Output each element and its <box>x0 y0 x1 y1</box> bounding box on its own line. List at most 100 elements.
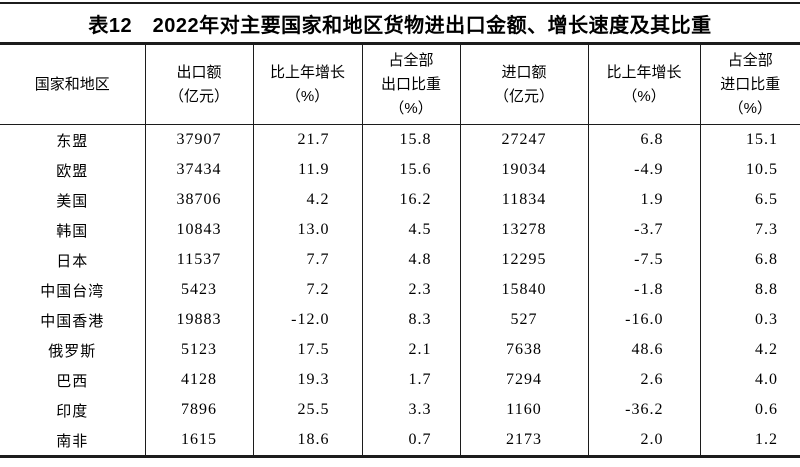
value-cell: 8.3 <box>361 305 460 335</box>
value-cell: 18.6 <box>252 425 362 457</box>
value-cell: 1.2 <box>699 425 800 457</box>
header-cell-line: 占全部 <box>727 51 773 69</box>
table-row: 日本 11537 7.7 4.8 12295 -7.5 6.8 <box>0 245 800 275</box>
value-cell: 16.2 <box>361 185 460 215</box>
region-cell: 中国台湾 <box>40 282 105 300</box>
header-cell: 占全部 出口比重 （%） <box>361 43 460 125</box>
value-cell: 6.8 <box>699 245 800 275</box>
region-cell: 美国 <box>56 192 89 210</box>
value-cell: 7294 <box>459 365 588 395</box>
value-cell: 19034 <box>459 155 588 185</box>
value-cell: 7.2 <box>252 275 362 305</box>
region-cell: 南非 <box>56 432 89 450</box>
header-cell-line: （%） <box>389 99 433 117</box>
value-cell: -36.2 <box>587 395 700 425</box>
value-cell: 4128 <box>144 365 253 395</box>
value-cell: 11537 <box>144 245 253 275</box>
value-cell: -3.7 <box>587 215 700 245</box>
value-cell: -7.5 <box>587 245 700 275</box>
value-cell: 4.2 <box>252 185 362 215</box>
value-cell: 25.5 <box>252 395 362 425</box>
table-row: 中国香港 19883 -12.0 8.3 527 -16.0 0.3 <box>0 305 800 335</box>
table-row: 巴西 4128 19.3 1.7 7294 2.6 4.0 <box>0 365 800 395</box>
import-export-table: 国家和地区 出口额 （亿元） 比上年增长 （%） 占全部 出口比重 （%） 进口额 （亿元） 比上年… <box>0 42 800 458</box>
table-row: 欧盟 37434 11.9 15.6 19034 -4.9 10.5 <box>0 155 800 185</box>
value-cell: 2.6 <box>587 365 700 395</box>
table-row: 东盟 37907 21.7 15.8 27247 6.8 15.1 <box>0 124 800 155</box>
value-cell: 527 <box>459 305 588 335</box>
value-cell: 11834 <box>459 185 588 215</box>
value-cell: 27247 <box>459 124 588 155</box>
value-cell: 21.7 <box>252 124 362 155</box>
header-cell-line: 出口额 <box>176 63 222 81</box>
value-cell: 7.3 <box>699 215 800 245</box>
region-cell: 俄罗斯 <box>48 342 97 360</box>
table-row: 韩国 10843 13.0 4.5 13278 -3.7 7.3 <box>0 215 800 245</box>
header-cell-line: （%） <box>622 87 666 105</box>
header-cell-line: （%） <box>728 99 772 117</box>
header-cell: 占全部进口比重 （%） <box>699 43 800 125</box>
value-cell: 6.8 <box>587 124 700 155</box>
value-cell: 0.3 <box>699 305 800 335</box>
value-cell: -1.8 <box>587 275 700 305</box>
table-title: 表12 2022年对主要国家和地区货物进出口金额、增长速度及其比重 <box>88 15 712 37</box>
header-cell-line: 占全部 <box>388 51 434 69</box>
header-cell-line: （%） <box>285 87 330 105</box>
value-cell: 37907 <box>144 124 253 155</box>
region-cell: 欧盟 <box>56 162 89 180</box>
value-cell: 6.5 <box>699 185 800 215</box>
top-divider-rule <box>0 2 800 4</box>
value-cell: 17.5 <box>252 335 362 365</box>
header-cell-line: 进口额 <box>501 63 547 81</box>
value-cell: 3.3 <box>361 395 460 425</box>
region-cell: 日本 <box>56 252 89 270</box>
value-cell: 4.0 <box>699 365 800 395</box>
value-cell: 48.6 <box>587 335 700 365</box>
region-cell: 中国香港 <box>40 312 105 330</box>
value-cell: 10.5 <box>699 155 800 185</box>
region-cell: 韩国 <box>56 222 89 240</box>
value-cell: 4.5 <box>361 215 460 245</box>
region-cell: 东盟 <box>56 132 89 150</box>
value-cell: 37434 <box>144 155 253 185</box>
value-cell: 15.8 <box>361 124 460 155</box>
value-cell: 15.1 <box>699 124 800 155</box>
value-cell: 11.9 <box>252 155 362 185</box>
value-cell: -4.9 <box>587 155 700 185</box>
region-cell: 巴西 <box>56 372 89 390</box>
header-cell-line: 国家和地区 <box>34 75 110 93</box>
value-cell: 2173 <box>459 425 588 457</box>
header-cell-line: 进口比重 <box>720 75 781 93</box>
header-cell-line: 比上年增长 <box>269 63 345 81</box>
value-cell: 10843 <box>144 215 253 245</box>
table-row: 中国台湾 5423 7.2 2.3 15840 -1.8 8.8 <box>0 275 800 305</box>
value-cell: 15.6 <box>361 155 460 185</box>
value-cell: 0.6 <box>699 395 800 425</box>
header-cell-line: 比上年增长 <box>606 63 682 81</box>
value-cell: 8.8 <box>699 275 800 305</box>
value-cell: 2.3 <box>361 275 460 305</box>
value-cell: 7638 <box>459 335 588 365</box>
value-cell: 5123 <box>144 335 253 365</box>
table-header-row: 国家和地区 出口额 （亿元） 比上年增长 （%） 占全部 出口比重 （%） 进口额 （亿元） 比上年… <box>0 43 800 125</box>
value-cell: 13.0 <box>252 215 362 245</box>
value-cell: -16.0 <box>587 305 700 335</box>
value-cell: 4.2 <box>699 335 800 365</box>
value-cell: 38706 <box>144 185 253 215</box>
table-row: 南非 1615 18.6 0.7 2173 2.0 1.2 <box>0 425 800 457</box>
value-cell: 7.7 <box>252 245 362 275</box>
table-row: 印度 7896 25.5 3.3 1160 -36.2 0.6 <box>0 395 800 425</box>
value-cell: 1160 <box>459 395 588 425</box>
value-cell: 19883 <box>144 305 253 335</box>
value-cell: 5423 <box>144 275 253 305</box>
value-cell: 1615 <box>144 425 253 457</box>
header-cell: 比上年增长 （%） <box>587 43 700 125</box>
value-cell: 1.7 <box>361 365 460 395</box>
region-cell: 印度 <box>56 402 89 420</box>
header-cell: 进口额 （亿元） <box>459 43 588 125</box>
table-body: 东盟 37907 21.7 15.8 27247 6.8 15.1 欧盟 37434 11.9 15… <box>0 124 800 457</box>
value-cell: 0.7 <box>361 425 460 457</box>
header-cell: 比上年增长 （%） <box>252 43 362 125</box>
value-cell: 7896 <box>144 395 253 425</box>
